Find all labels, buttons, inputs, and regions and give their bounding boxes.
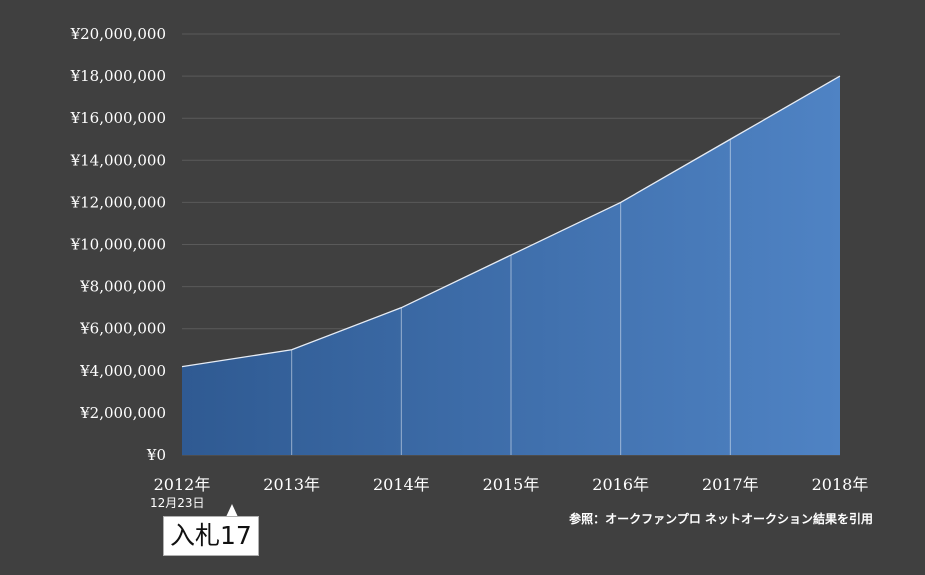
y-tick-label: ¥18,000,000 xyxy=(70,67,166,85)
y-tick-label: ¥4,000,000 xyxy=(79,362,166,380)
y-tick-label: ¥14,000,000 xyxy=(70,151,166,169)
x-tick-label: 2015年 xyxy=(483,475,540,494)
y-tick-label: ¥6,000,000 xyxy=(79,320,166,338)
y-tick-label: ¥8,000,000 xyxy=(79,278,166,296)
source-note: 参照：オークファンプロ ネットオークション結果を引用 xyxy=(569,512,873,526)
x-axis-ticks: 2012年 2013年 2014年 2015年 2016年 2017年 2018年 xyxy=(154,475,869,494)
callout-pointer xyxy=(226,504,238,517)
x-tick-label: 2018年 xyxy=(812,475,869,494)
y-tick-label: ¥10,000,000 xyxy=(70,236,166,254)
annotation-date: 12月23日 xyxy=(150,496,205,510)
category-dividers xyxy=(291,139,731,455)
callout-label: 入札17 xyxy=(163,516,259,556)
x-tick-label: 2017年 xyxy=(702,475,759,494)
x-tick-label: 2013年 xyxy=(263,475,320,494)
y-axis-ticks: ¥0 ¥2,000,000 ¥4,000,000 ¥6,000,000 ¥8,000,0… xyxy=(70,25,166,464)
x-tick-label: 2012年 xyxy=(154,475,211,494)
y-tick-label: ¥16,000,000 xyxy=(70,109,166,127)
series-line xyxy=(181,75,841,368)
y-tick-label: ¥20,000,000 xyxy=(70,25,166,43)
y-tick-label: ¥2,000,000 xyxy=(79,404,166,422)
x-tick-label: 2016年 xyxy=(592,475,649,494)
y-tick-label: ¥0 xyxy=(146,446,166,464)
x-tick-label: 2014年 xyxy=(373,475,430,494)
y-tick-label: ¥12,000,000 xyxy=(70,193,166,211)
